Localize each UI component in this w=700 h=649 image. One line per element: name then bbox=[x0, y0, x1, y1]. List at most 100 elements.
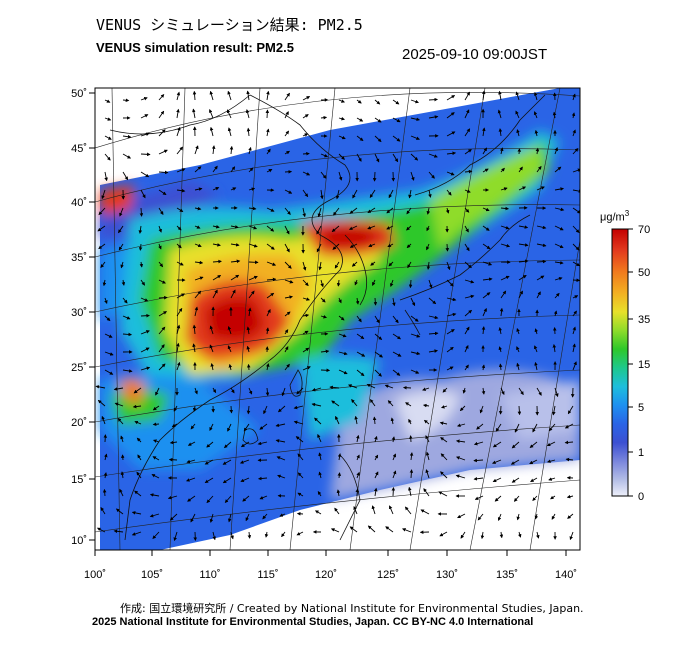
wind-arrow bbox=[511, 441, 520, 449]
wind-arrow bbox=[534, 361, 538, 371]
wind-arrow bbox=[366, 383, 376, 389]
wind-arrow bbox=[550, 495, 556, 500]
wind-arrow bbox=[158, 311, 168, 317]
wind-arrow bbox=[230, 289, 236, 299]
wind-arrow bbox=[140, 189, 146, 199]
wind-arrow bbox=[259, 423, 268, 430]
wind-arrow bbox=[151, 474, 160, 479]
wind-arrow bbox=[409, 469, 414, 479]
wind-arrow bbox=[572, 93, 576, 101]
latitude-axis: 50˚ 45˚ 40˚ 35˚ 30˚ 25˚ 20˚ 15˚ 10˚ bbox=[71, 88, 87, 547]
wind-arrow bbox=[316, 225, 322, 235]
wind-arrow bbox=[140, 347, 150, 353]
wind-arrow bbox=[464, 189, 471, 193]
wind-arrow bbox=[439, 531, 448, 537]
wind-arrow bbox=[356, 153, 362, 162]
wind-arrow bbox=[117, 417, 124, 425]
wind-arrow bbox=[228, 363, 233, 371]
wind-arrow bbox=[206, 495, 214, 504]
wind-arrow bbox=[408, 279, 413, 289]
wind-arrow bbox=[425, 435, 430, 443]
wind-arrow bbox=[137, 454, 142, 461]
wind-arrow bbox=[446, 189, 452, 196]
wind-arrow bbox=[536, 531, 540, 539]
wind-arrow bbox=[229, 145, 234, 155]
wind-arrow bbox=[517, 148, 522, 155]
wind-arrow bbox=[122, 134, 132, 139]
wind-arrow bbox=[317, 433, 322, 443]
wind-arrow bbox=[349, 526, 358, 533]
wind-arrow bbox=[464, 279, 475, 284]
wind-arrow bbox=[266, 292, 275, 299]
wind-arrow bbox=[302, 330, 309, 335]
wind-arrow bbox=[320, 297, 326, 303]
wind-arrow bbox=[149, 493, 160, 497]
wind-arrow bbox=[122, 297, 128, 304]
wind-arrow bbox=[194, 306, 199, 317]
wind-arrow bbox=[392, 315, 399, 324]
wind-arrow bbox=[446, 261, 451, 271]
wind-arrow bbox=[297, 472, 304, 479]
wind-arrow bbox=[425, 451, 430, 461]
wind-arrow bbox=[265, 109, 270, 119]
wind-arrow bbox=[131, 531, 142, 536]
wind-arrow bbox=[122, 171, 129, 181]
wind-arrow bbox=[192, 343, 196, 353]
wind-arrow bbox=[194, 260, 204, 265]
wind-arrow bbox=[337, 472, 342, 479]
wind-arrow bbox=[518, 275, 527, 281]
wind-arrow bbox=[572, 326, 576, 335]
wind-arrow bbox=[311, 387, 322, 392]
wind-arrow bbox=[494, 495, 502, 502]
wind-arrow bbox=[176, 307, 183, 317]
wind-arrow bbox=[374, 315, 380, 324]
wind-arrow bbox=[518, 186, 527, 191]
wind-arrow bbox=[192, 324, 197, 335]
wind-arrow bbox=[446, 346, 454, 353]
wind-arrow bbox=[517, 405, 522, 416]
wind-arrow bbox=[281, 531, 286, 538]
wind-arrow bbox=[140, 313, 150, 318]
wind-arrow bbox=[277, 474, 286, 479]
lat-label: 30˚ bbox=[71, 307, 87, 319]
wind-arrow bbox=[406, 243, 412, 249]
wind-arrow bbox=[334, 261, 340, 269]
wind-arrow bbox=[532, 423, 538, 433]
wind-arrow bbox=[425, 469, 430, 479]
wind-arrow bbox=[392, 135, 401, 142]
wind-arrow bbox=[356, 351, 366, 357]
wind-arrow bbox=[564, 440, 574, 445]
wind-arrow bbox=[212, 243, 221, 247]
wind-arrow bbox=[338, 171, 343, 181]
wind-arrow bbox=[536, 186, 545, 191]
wind-arrow bbox=[535, 147, 540, 155]
wind-arrow bbox=[356, 471, 360, 479]
wind-arrow bbox=[284, 207, 291, 215]
wind-arrow bbox=[212, 225, 220, 229]
wind-arrow bbox=[516, 346, 520, 353]
wind-arrow bbox=[204, 477, 214, 483]
wind-arrow bbox=[318, 261, 322, 271]
title-english: VENUS simulation result: PM2.5 bbox=[96, 40, 294, 55]
wind-arrow bbox=[245, 109, 250, 119]
wind-arrow bbox=[140, 279, 146, 286]
wind-arrow bbox=[284, 150, 291, 155]
wind-arrow bbox=[212, 275, 222, 281]
wind-arrow bbox=[171, 423, 178, 428]
wind-arrow bbox=[410, 351, 421, 356]
wind-arrow bbox=[311, 402, 322, 407]
lon-label: 140˚ bbox=[555, 569, 577, 581]
wind-arrow bbox=[152, 531, 160, 540]
wind-arrow bbox=[248, 206, 257, 211]
lat-label: 45˚ bbox=[71, 143, 87, 155]
wind-arrow bbox=[481, 364, 486, 371]
wind-arrow bbox=[284, 279, 294, 284]
wind-arrow bbox=[477, 513, 484, 521]
wind-arrow bbox=[176, 91, 181, 101]
lat-label: 10˚ bbox=[71, 535, 87, 547]
wind-arrow bbox=[246, 326, 251, 335]
wind-vectors bbox=[95, 90, 580, 542]
wind-arrow bbox=[498, 346, 503, 353]
wind-arrow bbox=[138, 243, 143, 251]
wind-arrow bbox=[104, 153, 111, 161]
